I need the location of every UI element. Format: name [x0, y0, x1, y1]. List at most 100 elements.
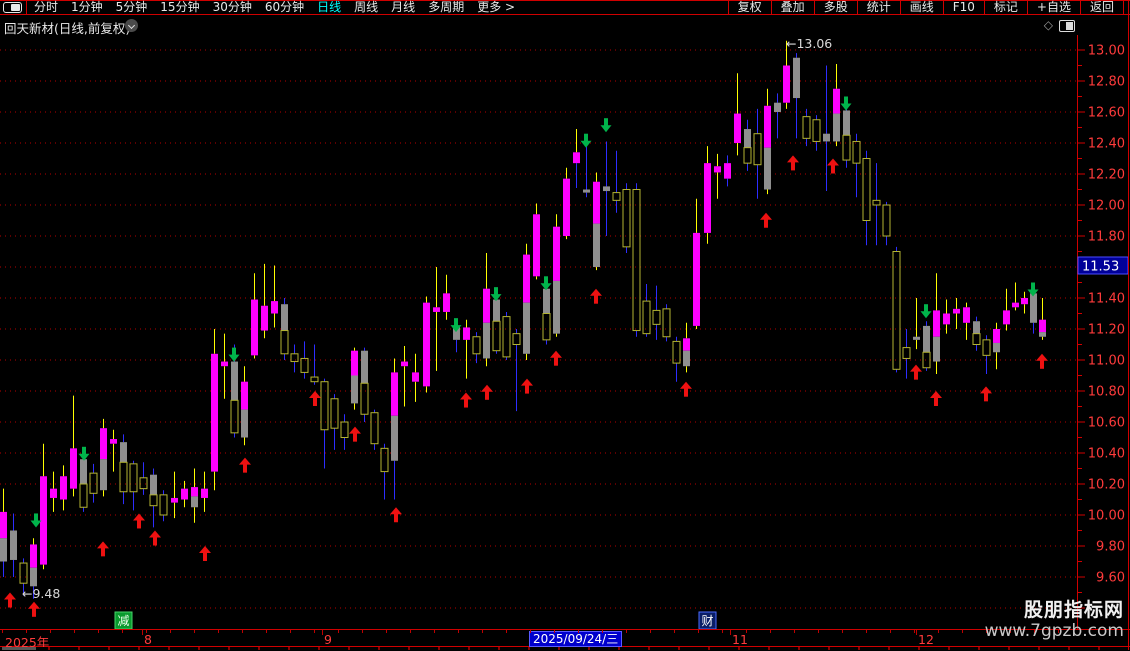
sell-signal-arrow [450, 318, 462, 333]
period-tab-月线[interactable]: 月线 [391, 0, 416, 14]
candle-body [290, 353, 299, 363]
candle-body [159, 494, 168, 516]
candle-body [1039, 332, 1046, 337]
date-tick [506, 630, 507, 633]
price-label: 11.20 [1088, 323, 1125, 338]
period-tab-60分钟[interactable]: 60分钟 [264, 0, 305, 14]
candle [943, 299, 950, 334]
candle-body [89, 472, 98, 494]
date-tick [74, 630, 75, 633]
buy-signal-arrow [827, 158, 839, 174]
toolbar-button-标记[interactable]: 标记 [983, 1, 1027, 14]
buy-signal-arrow [133, 513, 145, 529]
period-tab-周线[interactable]: 周线 [354, 0, 379, 14]
candle-body [79, 483, 88, 508]
candle [280, 298, 289, 360]
period-tab-1分钟[interactable]: 1分钟 [71, 0, 103, 14]
candle-body [933, 336, 940, 362]
period-tab-分时[interactable]: 分时 [34, 0, 59, 14]
candle-body [714, 166, 721, 173]
period-tab-5分钟[interactable]: 5分钟 [115, 0, 148, 14]
candle [241, 366, 248, 446]
candle [271, 265, 278, 328]
toolbar-button-多股[interactable]: 多股 [813, 1, 857, 14]
candle-body [0, 511, 7, 539]
candle-body [743, 147, 752, 164]
candle [360, 347, 369, 422]
clipped-lower-pane [0, 647, 1130, 650]
candle-body [241, 381, 248, 410]
toolbar-button-画线[interactable]: 画线 [899, 1, 943, 14]
current-price-label: 11.53 [1082, 260, 1119, 275]
toolbar-button-复权[interactable]: 复权 [727, 1, 771, 14]
price-label: 11.00 [1088, 354, 1125, 369]
price-label: 12.20 [1088, 168, 1125, 183]
candle-body [443, 293, 450, 312]
candle [662, 304, 671, 342]
panel-toggle-icon[interactable] [1059, 20, 1075, 32]
year-label: 2025年 [5, 635, 50, 650]
candle [119, 434, 128, 505]
period-tab-30分钟[interactable]: 30分钟 [212, 0, 252, 14]
price-annotation: ←13.06 [786, 36, 832, 51]
sell-signal-arrow [840, 96, 852, 111]
candle [902, 329, 911, 379]
date-tick [938, 630, 939, 633]
price-label: 12.40 [1088, 137, 1125, 152]
candle-body [1030, 293, 1037, 323]
candle-body [351, 350, 358, 376]
candle [833, 63, 840, 147]
candle-body [852, 140, 861, 164]
toolbar-button-F10[interactable]: F10 [942, 1, 984, 14]
candle-body [922, 351, 931, 369]
date-tick [410, 630, 411, 633]
toolbar-button-统计[interactable]: 统计 [856, 1, 900, 14]
candle [211, 329, 218, 491]
candle-body [833, 113, 840, 142]
candle-body [543, 288, 550, 314]
toolbar-action-group: 复权 叠加 多股 统计 画线 F10 标记 +自选 返回 [727, 1, 1124, 14]
candle-body [300, 357, 309, 373]
candle-body [823, 133, 830, 142]
diamond-icon[interactable]: ◇ [1043, 18, 1053, 32]
candle-body [30, 567, 37, 587]
date-tick [2, 630, 3, 633]
date-tick [50, 630, 51, 633]
candle-body [171, 497, 178, 503]
date-tick [770, 630, 771, 633]
candle-body [129, 463, 138, 493]
date-axis: 2025年 2025/09/24/三 8 9 11 12 [0, 629, 1130, 650]
date-tick [314, 630, 315, 633]
period-tab-15分钟[interactable]: 15分钟 [160, 0, 200, 14]
candle [1003, 288, 1010, 331]
layout-split-icon[interactable] [3, 2, 22, 13]
period-tab-日线[interactable]: 日线 [317, 0, 342, 14]
toolbar-button-叠加[interactable]: 叠加 [770, 1, 814, 14]
candle-body [563, 178, 570, 236]
date-tick [338, 630, 339, 633]
candle [753, 108, 762, 199]
period-tab-更多 >[interactable]: 更多 > [477, 0, 516, 14]
chevron-down-icon[interactable] [125, 19, 138, 32]
candle-body [60, 476, 67, 500]
candle-body [533, 214, 540, 277]
toolbar-button-+自选[interactable]: +自选 [1026, 1, 1080, 14]
date-tick [1058, 630, 1059, 633]
month-tick [322, 630, 323, 635]
candle [793, 53, 800, 139]
candle [149, 468, 158, 528]
candle [70, 395, 77, 497]
date-tick [26, 630, 27, 633]
candle [89, 463, 98, 503]
buy-signal-arrow [149, 530, 161, 546]
buy-signal-arrow [481, 384, 493, 400]
candle [533, 203, 540, 280]
toolbar-button-返回[interactable]: 返回 [1079, 1, 1124, 14]
candle-body [882, 204, 891, 237]
month-tick [142, 630, 143, 635]
date-tick [602, 630, 603, 633]
sell-signal-arrow [540, 276, 552, 291]
buy-signal-arrow [199, 546, 211, 561]
period-tab-多周期[interactable]: 多周期 [428, 0, 465, 14]
